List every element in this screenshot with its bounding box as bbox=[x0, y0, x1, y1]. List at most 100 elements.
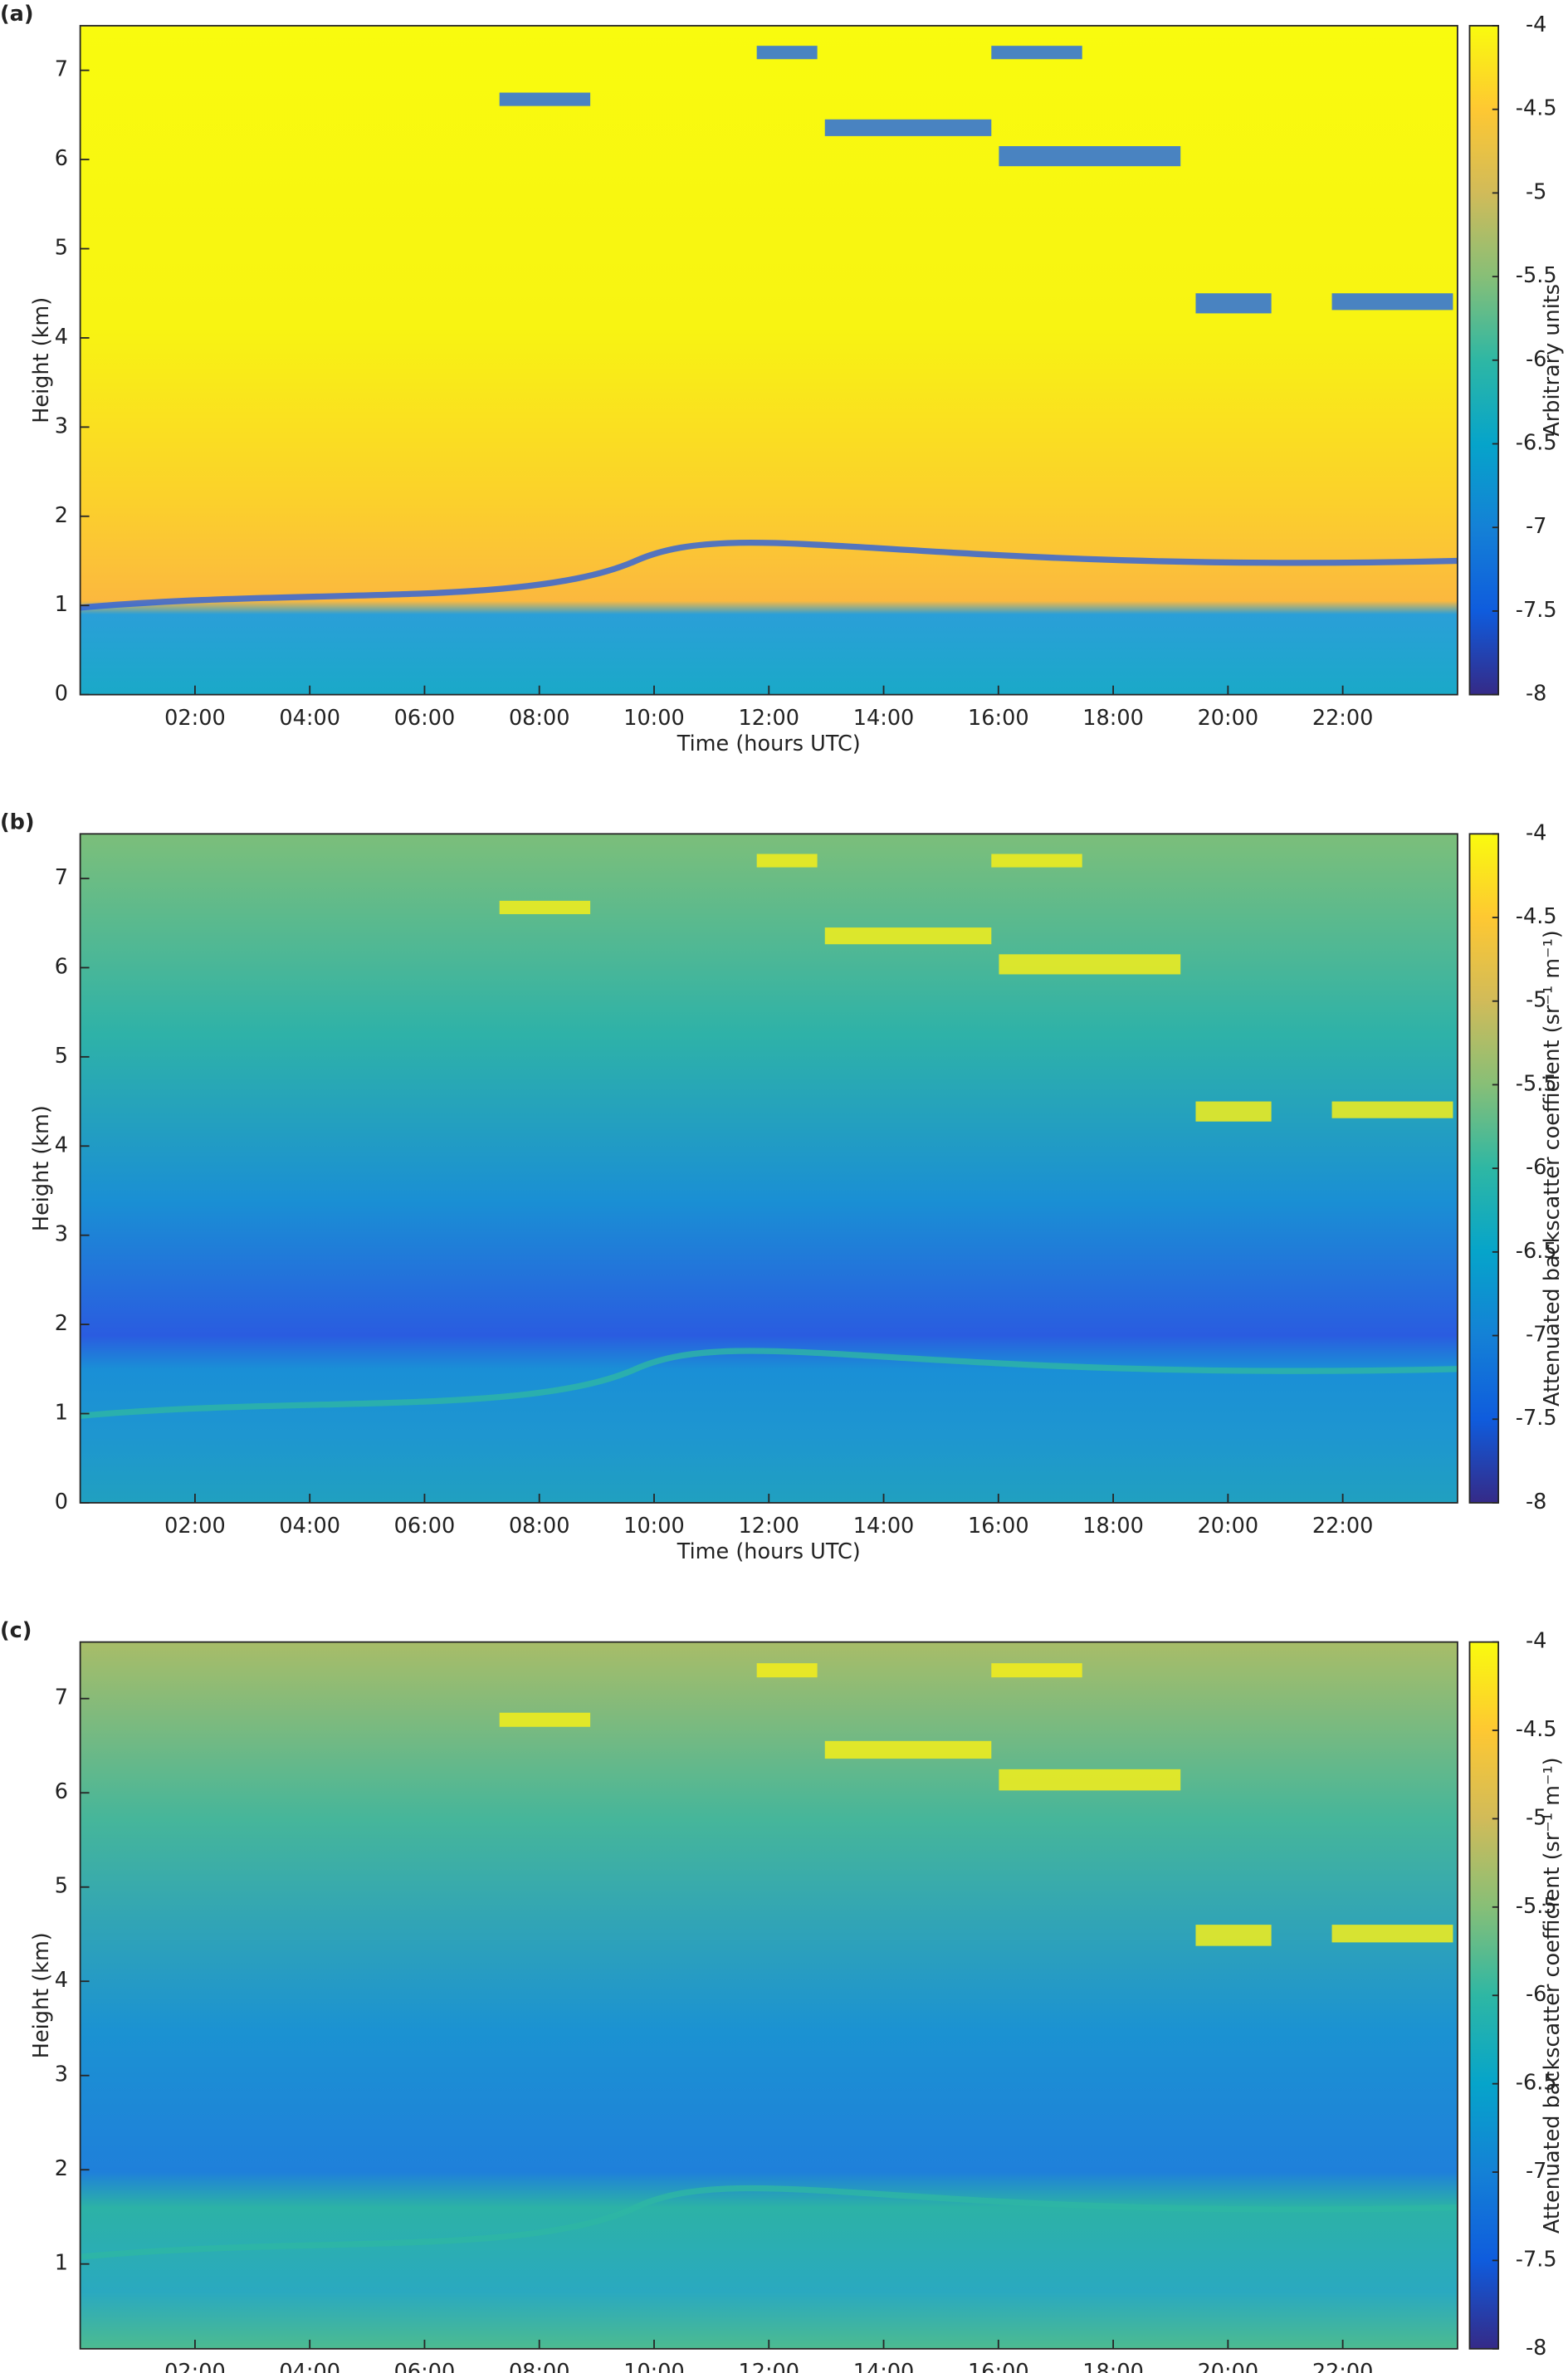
x-tick-label: 06:00 bbox=[394, 706, 456, 731]
x-tick-label: 02:00 bbox=[164, 2360, 226, 2373]
colorbar-tick-label: -5.5 bbox=[1516, 1071, 1557, 1096]
y-tick-label: 4 bbox=[55, 1133, 68, 1157]
x-tick-label: 16:00 bbox=[968, 1514, 1029, 1539]
cloud bbox=[756, 854, 818, 868]
colorbar-tick-label: -4 bbox=[1526, 12, 1546, 37]
colorbar-tick-label: -8 bbox=[1526, 682, 1546, 707]
x-tick-label: 06:00 bbox=[394, 2360, 456, 2373]
cloud bbox=[499, 1712, 591, 1727]
colorbar-tick-label: -7 bbox=[1526, 514, 1546, 539]
y-tick-label: 3 bbox=[55, 2062, 68, 2087]
cloud bbox=[824, 119, 992, 136]
cloud bbox=[1195, 1925, 1272, 1946]
y-tick-label: 1 bbox=[55, 592, 68, 617]
x-tick-label: 10:00 bbox=[623, 706, 685, 731]
x-tick-label: 20:00 bbox=[1198, 706, 1259, 731]
cloud bbox=[499, 92, 591, 106]
y-axis-label: Height (km) bbox=[29, 1105, 54, 1231]
y-tick-label: 0 bbox=[55, 682, 68, 707]
cloud bbox=[756, 46, 818, 60]
colorbar-tick-label: -6.5 bbox=[1516, 1239, 1557, 1264]
x-tick-label: 22:00 bbox=[1312, 2360, 1374, 2373]
cloud bbox=[991, 1663, 1082, 1678]
y-tick-label: 4 bbox=[55, 1968, 68, 1993]
cloud bbox=[999, 954, 1181, 975]
cloud bbox=[499, 900, 591, 914]
x-tick-label: 08:00 bbox=[509, 2360, 570, 2373]
x-tick-label: 20:00 bbox=[1198, 2360, 1259, 2373]
x-tick-label: 16:00 bbox=[968, 706, 1029, 731]
y-tick-label: 6 bbox=[55, 954, 68, 979]
colorbar-tick-label: -8 bbox=[1526, 1490, 1546, 1514]
x-tick-label: 18:00 bbox=[1082, 2360, 1144, 2373]
x-tick-label: 14:00 bbox=[853, 706, 915, 731]
y-tick-label: 2 bbox=[55, 1311, 68, 1336]
y-tick-label: 0 bbox=[55, 1490, 68, 1514]
x-tick-label: 10:00 bbox=[623, 2360, 685, 2373]
cloud bbox=[991, 46, 1082, 60]
colorbar-tick-label: -4.5 bbox=[1516, 904, 1557, 929]
colorbar-tick-label: -5 bbox=[1526, 988, 1546, 1013]
x-tick-label: 02:00 bbox=[164, 1514, 226, 1539]
colorbar-tick-label: -4.5 bbox=[1516, 1717, 1557, 1742]
x-tick-label: 10:00 bbox=[623, 1514, 685, 1539]
colorbar bbox=[1468, 833, 1500, 1504]
heatmap-image bbox=[80, 1642, 1458, 2349]
colorbar-label: Attenuated backscatter coefficient (sr⁻¹… bbox=[1540, 1757, 1565, 2234]
panel-label: (b) bbox=[0, 810, 35, 835]
y-tick-label: 5 bbox=[55, 1874, 68, 1899]
x-tick-label: 12:00 bbox=[738, 706, 799, 731]
cloud bbox=[999, 146, 1181, 167]
x-tick-label: 08:00 bbox=[509, 706, 570, 731]
y-axis-label: Height (km) bbox=[29, 297, 54, 423]
colorbar-tick-label: -4.5 bbox=[1516, 96, 1557, 121]
x-axis-label: Time (hours UTC) bbox=[677, 731, 861, 756]
x-tick-label: 20:00 bbox=[1198, 1514, 1259, 1539]
y-axis-label: Height (km) bbox=[29, 1932, 54, 2058]
x-tick-label: 18:00 bbox=[1082, 1514, 1144, 1539]
colorbar-tick-label: -7.5 bbox=[1516, 2247, 1557, 2272]
cloud bbox=[1195, 1101, 1272, 1122]
colorbar-tick-label: -4 bbox=[1526, 820, 1546, 845]
cloud bbox=[1331, 293, 1453, 311]
x-tick-label: 18:00 bbox=[1082, 706, 1144, 731]
cloud bbox=[991, 854, 1082, 868]
x-tick-label: 04:00 bbox=[279, 706, 340, 731]
panel-label: (a) bbox=[0, 2, 34, 27]
y-tick-label: 6 bbox=[55, 1779, 68, 1804]
y-tick-label: 5 bbox=[55, 1044, 68, 1069]
y-tick-label: 3 bbox=[55, 413, 68, 438]
x-tick-label: 12:00 bbox=[738, 2360, 799, 2373]
boundary-layer bbox=[80, 2185, 1458, 2260]
colorbar-tick-label: -5 bbox=[1526, 1805, 1546, 1830]
colorbar-tick-label: -7 bbox=[1526, 2159, 1546, 2184]
x-tick-label: 16:00 bbox=[968, 2360, 1029, 2373]
x-tick-label: 06:00 bbox=[394, 1514, 456, 1539]
y-tick-label: 7 bbox=[55, 57, 68, 82]
y-tick-label: 4 bbox=[55, 325, 68, 350]
cloud bbox=[999, 1769, 1181, 1791]
colorbar-tick-label: -6 bbox=[1526, 1155, 1546, 1180]
colorbar-tick-label: -5 bbox=[1526, 179, 1546, 204]
x-tick-label: 04:00 bbox=[279, 2360, 340, 2373]
y-tick-label: 7 bbox=[55, 865, 68, 890]
y-tick-label: 1 bbox=[55, 2251, 68, 2276]
colorbar-tick-label: -6.5 bbox=[1516, 431, 1557, 456]
y-tick-label: 7 bbox=[55, 1686, 68, 1710]
cloud bbox=[756, 1663, 818, 1678]
x-tick-label: 04:00 bbox=[279, 1514, 340, 1539]
x-axis-label: Time (hours UTC) bbox=[677, 1539, 861, 1564]
colorbar-tick-label: -7 bbox=[1526, 1323, 1546, 1348]
y-tick-label: 1 bbox=[55, 1401, 68, 1426]
colorbar-tick-label: -5.5 bbox=[1516, 263, 1557, 288]
colorbar-tick-label: -6.5 bbox=[1516, 2071, 1557, 2096]
y-tick-label: 3 bbox=[55, 1222, 68, 1247]
y-tick-label: 6 bbox=[55, 146, 68, 171]
colorbar-tick-label: -7.5 bbox=[1516, 598, 1557, 623]
cloud bbox=[1195, 293, 1272, 314]
panel-label: (c) bbox=[0, 1618, 32, 1643]
colorbar-label: Arbitrary units bbox=[1540, 284, 1565, 437]
y-tick-label: 2 bbox=[55, 503, 68, 528]
